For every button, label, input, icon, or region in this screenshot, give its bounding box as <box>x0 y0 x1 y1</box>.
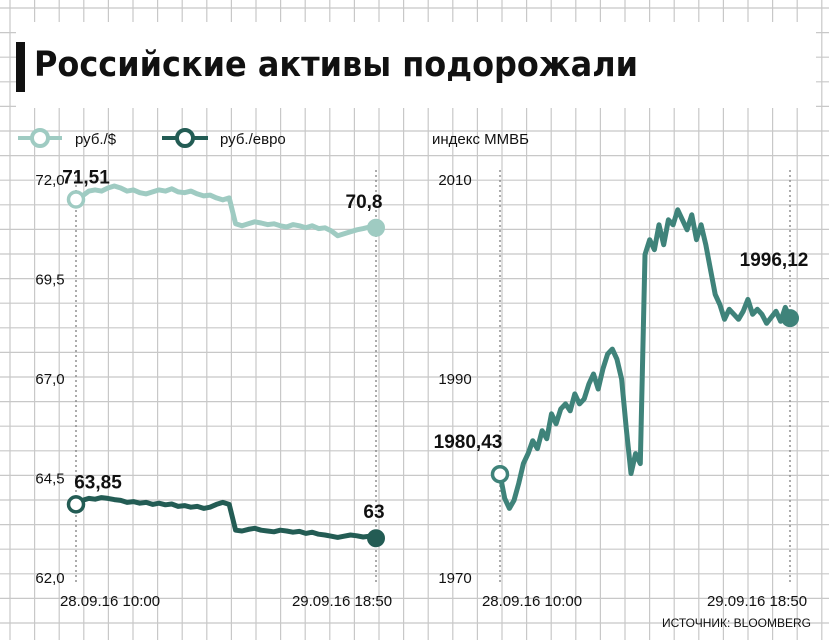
end-point-marker <box>367 218 385 237</box>
legend-label-usd: руб./$ <box>75 131 117 148</box>
index-axis-label: индекс ММВБ <box>432 131 529 148</box>
end-value-label: 70,8 <box>346 192 383 213</box>
x-tick-label: 28.09.16 10:00 <box>60 593 160 610</box>
start-point-marker <box>66 495 86 514</box>
x-tick-label: 28.09.16 10:00 <box>482 593 582 610</box>
x-axis-ticks-right: 28.09.16 10:00 29.09.16 18:50 <box>482 593 807 610</box>
y-tick-label: 62,0 <box>35 570 64 587</box>
x-tick-label: 29.09.16 18:50 <box>292 593 392 610</box>
start-value-label: 71,51 <box>62 168 110 189</box>
y-axis-ticks-right: 2010 1990 1970 <box>438 172 471 587</box>
y-tick-label: 64,5 <box>35 471 64 488</box>
y-tick-label: 69,5 <box>35 272 64 289</box>
end-value-label: 63 <box>363 502 384 523</box>
end-value-label: 1996,12 <box>740 250 809 271</box>
title-banner <box>16 22 816 108</box>
legend-marker-usd <box>30 128 50 148</box>
left-panel-exchange-rates: руб./$ руб./евро 72,0 69,5 67,0 64,5 62,0 28… <box>18 128 392 610</box>
start-point-marker <box>490 464 510 484</box>
end-point-marker <box>781 309 799 328</box>
end-point-marker <box>367 529 385 548</box>
y-tick-label: 72,0 <box>35 172 64 189</box>
source-note: ИСТОЧНИК: BLOOMBERG <box>662 616 811 630</box>
x-tick-label: 29.09.16 18:50 <box>707 593 807 610</box>
x-axis-ticks-left: 28.09.16 10:00 29.09.16 18:50 <box>60 593 392 610</box>
y-tick-label: 67,0 <box>35 371 64 388</box>
y-axis-ticks-left: 72,0 69,5 67,0 64,5 62,0 <box>35 172 64 587</box>
legend-item-usd: руб./$ <box>18 128 117 148</box>
start-value-label: 63,85 <box>74 472 122 493</box>
legend: руб./$ руб./евро <box>18 128 286 148</box>
y-tick-label: 1970 <box>438 570 471 587</box>
legend-label-eur: руб./евро <box>220 131 286 148</box>
series-line-right-0 <box>497 207 793 511</box>
y-tick-label: 2010 <box>438 172 471 189</box>
page-title: Российские активы подорожали <box>34 45 638 85</box>
legend-marker-eur <box>175 128 195 148</box>
start-value-label: 1980,43 <box>434 432 503 453</box>
series-line-left-1 <box>73 495 379 541</box>
title-accent-bar <box>16 42 25 92</box>
legend-item-eur: руб./евро <box>162 128 286 148</box>
series-line-left-0 <box>73 183 379 239</box>
start-point-marker <box>66 190 86 209</box>
y-tick-label: 1990 <box>438 371 471 388</box>
